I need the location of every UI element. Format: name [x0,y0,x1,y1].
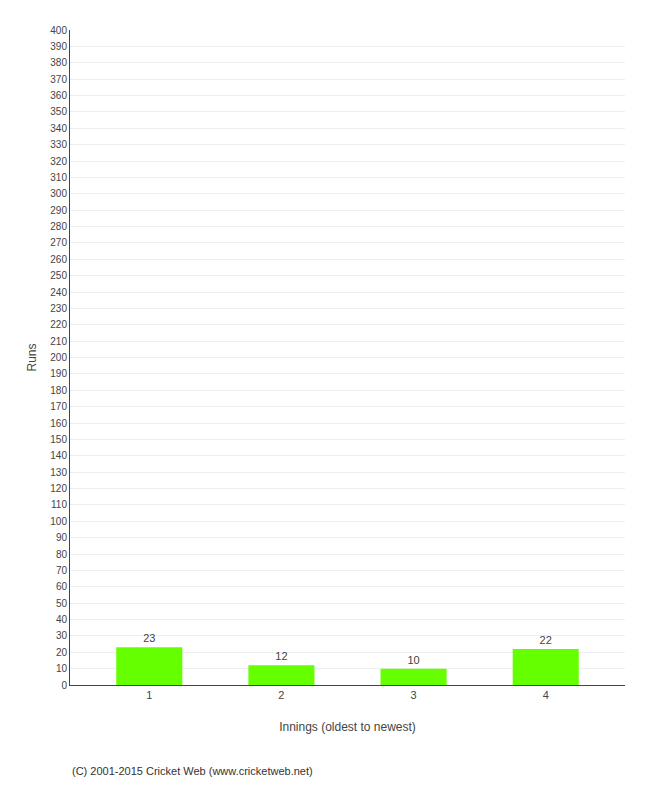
svg-text:100: 100 [50,516,67,527]
svg-text:260: 260 [50,254,67,265]
svg-text:3: 3 [411,689,417,701]
svg-text:310: 310 [50,172,67,183]
svg-text:4: 4 [543,689,549,701]
svg-text:1: 1 [146,689,152,701]
svg-text:130: 130 [50,467,67,478]
svg-text:320: 320 [50,156,67,167]
svg-text:170: 170 [50,401,67,412]
svg-text:190: 190 [50,368,67,379]
svg-text:22: 22 [540,634,552,646]
svg-text:10: 10 [407,654,419,666]
svg-text:280: 280 [50,221,67,232]
svg-text:70: 70 [56,565,68,576]
svg-text:12: 12 [275,650,287,662]
svg-text:230: 230 [50,303,67,314]
svg-text:Innings (oldest to newest): Innings (oldest to newest) [279,720,416,734]
svg-text:180: 180 [50,385,67,396]
svg-text:300: 300 [50,188,67,199]
svg-text:350: 350 [50,106,67,117]
svg-text:60: 60 [56,581,68,592]
svg-text:110: 110 [51,499,67,510]
svg-text:Runs: Runs [25,343,39,371]
svg-text:340: 340 [50,123,67,134]
svg-text:210: 210 [50,336,67,347]
svg-text:(C) 2001-2015 Cricket Web (www: (C) 2001-2015 Cricket Web (www.cricketwe… [72,765,313,777]
svg-text:10: 10 [56,663,68,674]
svg-text:200: 200 [50,352,67,363]
svg-text:360: 360 [50,90,67,101]
svg-text:0: 0 [61,680,67,691]
svg-text:400: 400 [50,25,67,36]
svg-text:140: 140 [50,450,67,461]
svg-text:80: 80 [56,549,68,560]
svg-text:23: 23 [143,632,155,644]
svg-text:370: 370 [50,74,67,85]
svg-text:330: 330 [50,139,67,150]
svg-text:30: 30 [56,630,68,641]
svg-text:160: 160 [50,418,67,429]
svg-text:290: 290 [50,205,67,216]
svg-text:120: 120 [50,483,67,494]
svg-text:50: 50 [56,598,68,609]
svg-text:250: 250 [50,270,67,281]
svg-text:40: 40 [56,614,68,625]
svg-text:380: 380 [50,57,67,68]
svg-text:240: 240 [50,287,67,298]
svg-text:90: 90 [56,532,68,543]
svg-text:270: 270 [50,237,67,248]
svg-text:2: 2 [278,689,284,701]
svg-text:20: 20 [56,647,68,658]
svg-text:150: 150 [50,434,67,445]
svg-text:390: 390 [50,41,67,52]
svg-text:220: 220 [50,319,67,330]
